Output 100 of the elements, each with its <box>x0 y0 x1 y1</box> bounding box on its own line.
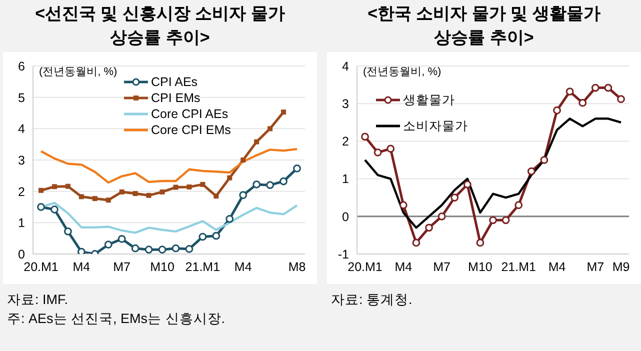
x-tick-label: M8 <box>288 260 306 274</box>
legend-label: Core CPI AEs <box>150 106 230 122</box>
x-tick-label: 21.M1 <box>501 260 536 274</box>
point <box>227 175 232 180</box>
x-tick-label: M10 <box>468 260 492 274</box>
x-tick-label: M4 <box>548 260 566 274</box>
point <box>266 181 274 190</box>
point <box>239 191 248 200</box>
x-tick-label: M4 <box>394 260 412 274</box>
point <box>617 95 625 104</box>
point <box>77 248 86 254</box>
point <box>214 194 219 199</box>
legend-label: 소비자물가 <box>402 118 468 134</box>
point <box>212 232 220 240</box>
point <box>131 244 140 252</box>
point <box>386 144 395 153</box>
point <box>172 244 180 252</box>
point <box>476 238 484 247</box>
point <box>374 148 382 156</box>
y-tick-label: 3 <box>18 153 26 168</box>
point <box>438 212 446 220</box>
point <box>38 188 44 193</box>
point <box>173 184 178 190</box>
y-axis-title: (전년동월비, %) <box>363 65 442 79</box>
point <box>118 235 126 243</box>
point <box>64 227 72 236</box>
x-tick-label: M7 <box>433 260 451 274</box>
point <box>158 246 166 254</box>
point <box>106 198 111 203</box>
point <box>240 158 246 162</box>
line-series <box>364 118 622 229</box>
x-tick-label: M4 <box>234 260 252 274</box>
x-tick-label: 20.M1 <box>24 260 58 274</box>
point <box>185 245 194 253</box>
legend-label: Core CPI EMs <box>150 122 231 138</box>
text: 주: AEs는 선진국, EMs는 신흥시장. <box>7 310 226 328</box>
point <box>186 184 192 190</box>
point <box>566 88 574 96</box>
point <box>527 167 536 176</box>
point <box>268 126 273 132</box>
point <box>119 189 124 194</box>
y-tick-label: 4 <box>342 59 350 74</box>
point <box>293 164 301 172</box>
x-tick-label: M7 <box>113 260 131 274</box>
y-tick-label: 3 <box>342 97 350 112</box>
point <box>65 184 70 189</box>
point <box>50 206 58 214</box>
legend-label: CPI AEs <box>150 74 199 90</box>
point <box>78 194 84 200</box>
y-tick-label: 2 <box>18 184 26 199</box>
point <box>37 203 45 211</box>
point <box>92 196 98 202</box>
point <box>254 139 260 144</box>
y-tick-label: 2 <box>342 134 350 149</box>
y-tick-label: 6 <box>18 59 26 74</box>
point <box>553 106 561 114</box>
point <box>281 110 286 115</box>
point <box>252 180 261 188</box>
x-tick-label: 21.M1 <box>185 260 220 274</box>
y-tick-label: 0 <box>342 210 350 224</box>
point <box>540 156 548 164</box>
point <box>578 98 587 107</box>
point <box>412 238 420 247</box>
y-tick-label: 4 <box>18 122 26 136</box>
line-series <box>40 148 298 184</box>
chart-title: <선진국 및 신흥시장 소비자 물가 상승률 추이> <box>34 3 286 49</box>
x-tick-label: M9 <box>612 260 630 274</box>
y-tick-label: 5 <box>18 90 26 105</box>
point <box>399 201 408 210</box>
point <box>104 240 112 249</box>
point <box>200 182 206 187</box>
point <box>361 132 369 141</box>
point <box>591 84 600 92</box>
y-tick-label: 1 <box>342 172 350 186</box>
point <box>144 246 153 254</box>
point <box>604 84 612 92</box>
point <box>514 201 523 210</box>
point <box>198 232 207 241</box>
x-tick-label: M4 <box>72 260 90 274</box>
chart-title: <한국 소비자 물가 및 생활물가 상승률 추이> <box>366 3 602 49</box>
y-axis-title: (전년동월비, %) <box>39 65 118 79</box>
text: 자료: IMF. <box>7 291 69 309</box>
y-tick-label: 1 <box>18 216 26 230</box>
point <box>280 177 288 186</box>
legend-label: 생활물가 <box>402 92 456 108</box>
x-tick-label: M7 <box>586 260 604 274</box>
point <box>146 192 152 198</box>
legend-label: CPI EMs <box>150 90 202 106</box>
x-tick-label: M10 <box>150 260 174 274</box>
point <box>463 180 472 188</box>
point <box>160 189 165 194</box>
point <box>425 224 433 232</box>
point <box>52 184 57 190</box>
point <box>502 216 510 224</box>
point <box>226 214 234 223</box>
point <box>489 216 497 224</box>
x-tick-label: 20.M1 <box>348 260 382 274</box>
y-tick-label: 0 <box>18 247 26 262</box>
text: 자료: 통계청. <box>331 291 414 309</box>
point <box>132 191 138 196</box>
